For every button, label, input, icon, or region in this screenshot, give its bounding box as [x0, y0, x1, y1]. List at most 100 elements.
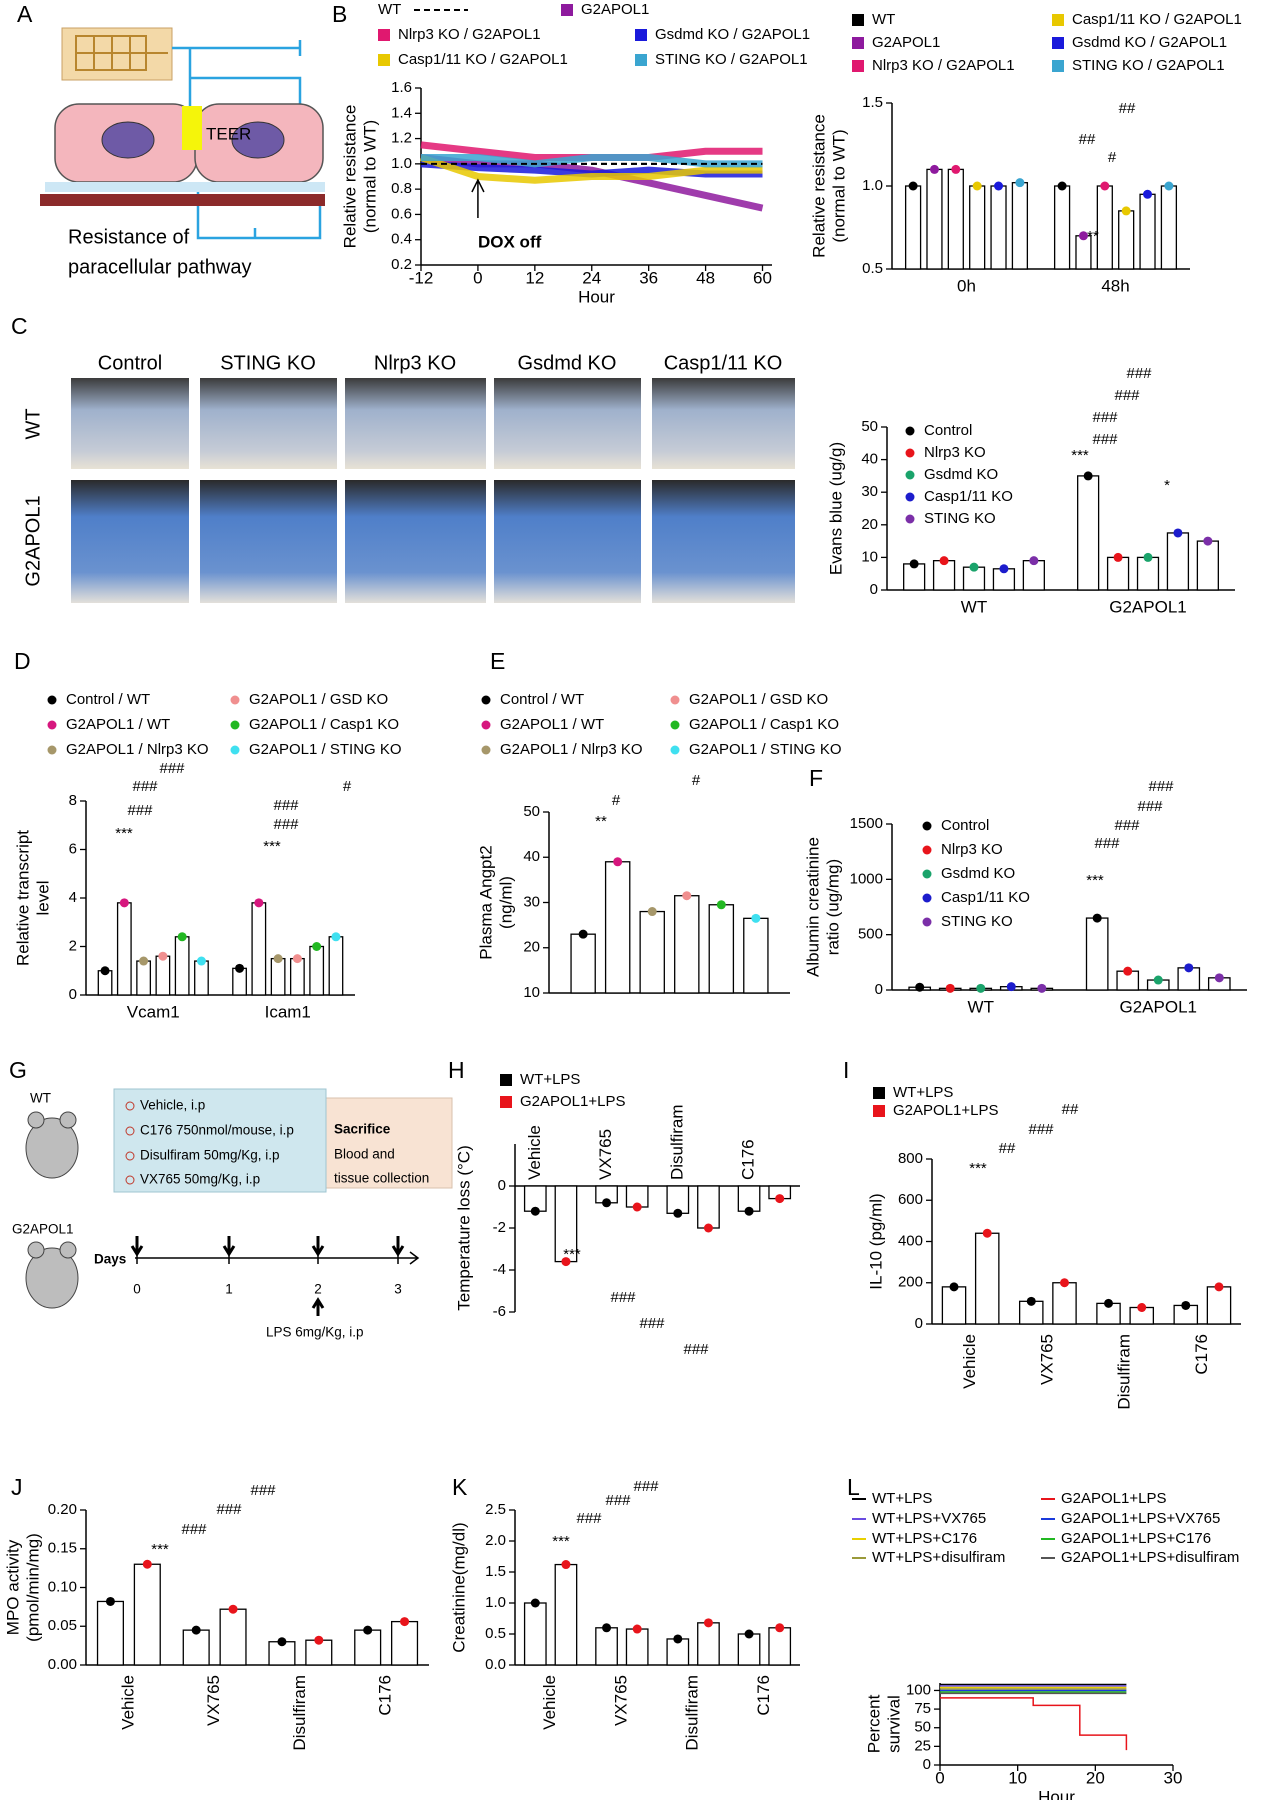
- panel-label: I: [843, 1057, 849, 1083]
- y-tick-label: 6: [69, 840, 77, 857]
- treatment: Disulfiram 50mg/Kg, i.p: [140, 1148, 280, 1163]
- bar: [639, 910, 665, 994]
- legend-label: WT: [872, 11, 895, 28]
- legend-swatch: [230, 720, 240, 730]
- column-label: STING KO: [220, 352, 316, 374]
- legend-swatch: [905, 492, 915, 502]
- bar: [182, 1629, 210, 1666]
- legend-label: G2APOL1+LPS: [1061, 1490, 1166, 1507]
- legend-label: G2APOL1 / WT: [500, 716, 604, 733]
- legend-label: WT+LPS+C176: [872, 1530, 977, 1547]
- bar: [270, 957, 286, 996]
- legend-label: G2APOL1 / Casp1 KO: [249, 716, 399, 733]
- mean-dot: [1214, 1282, 1224, 1292]
- y-axis-title: survival: [884, 1695, 903, 1753]
- bar: [625, 1628, 649, 1666]
- y-axis-title: Albumin creatinine: [803, 837, 822, 977]
- y-axis-title: Relative resistance: [809, 114, 828, 258]
- bar: [136, 960, 152, 996]
- y-tick-label: 2.5: [485, 1501, 506, 1518]
- column-label: Nlrp3 KO: [374, 352, 456, 374]
- mean-dot: [1006, 982, 1016, 992]
- panel-label: B: [332, 1, 347, 27]
- mean-dot: [682, 891, 692, 901]
- y-axis-title: MPO activity: [3, 1539, 22, 1635]
- bar: [155, 955, 171, 996]
- bar: [1085, 917, 1109, 991]
- y-tick-label: -2: [493, 1219, 506, 1236]
- mouse-ear: [59, 1111, 77, 1129]
- bar: [1077, 475, 1100, 591]
- x-tick-label: Disulfiram: [667, 1104, 686, 1180]
- y-tick-label: 10: [861, 548, 878, 565]
- photo: [652, 378, 795, 469]
- mean-dot: [1203, 536, 1213, 546]
- mean-dot: [632, 1624, 642, 1634]
- treatment: VX765 50mg/Kg, i.p: [140, 1172, 260, 1187]
- mouse-ear: [27, 1241, 45, 1259]
- y-tick-label: 800: [898, 1150, 923, 1167]
- bar: [328, 936, 344, 996]
- teer-label: TEER: [206, 124, 251, 143]
- mean-dot: [1184, 963, 1194, 973]
- y-axis-title: Relative resistance: [340, 105, 359, 249]
- annotation: ***: [151, 1541, 169, 1558]
- annotation: ***: [115, 825, 133, 842]
- axis-label: Days: [94, 1252, 126, 1267]
- mean-dot: [1153, 975, 1163, 985]
- y-tick-label: 0: [915, 1315, 923, 1332]
- annotation: ###: [605, 1492, 631, 1509]
- y-tick-label: 1500: [850, 815, 883, 832]
- legend-label: G2APOL1 / Nlrp3 KO: [500, 741, 643, 758]
- mean-dot: [1143, 189, 1153, 199]
- legend-label: G2APOL1+LPS: [893, 1102, 998, 1119]
- y-tick-label: 2.0: [485, 1532, 506, 1549]
- mean-dot: [158, 951, 168, 961]
- legend-label: Control / WT: [500, 691, 584, 708]
- mean-dot: [1100, 181, 1110, 191]
- y-axis-title: Evans blue (ug/g): [826, 442, 845, 575]
- legend-label: G2APOL1 / STING KO: [249, 741, 402, 758]
- legend-swatch: [1052, 14, 1064, 26]
- mean-dot: [142, 1559, 152, 1569]
- legend-label: STING KO: [941, 913, 1013, 930]
- mean-dot: [228, 1604, 238, 1614]
- mean-dot: [647, 907, 657, 917]
- mean-dot: [744, 1629, 754, 1639]
- legend-label: Control / WT: [66, 691, 150, 708]
- mean-dot: [100, 966, 110, 976]
- x-tick-label: 10: [1008, 1768, 1027, 1787]
- legend-swatch: [500, 1074, 512, 1086]
- annotation: **: [1087, 228, 1099, 245]
- bar: [1206, 1286, 1232, 1325]
- bullet: [125, 1175, 135, 1185]
- endpoint: tissue collection: [334, 1171, 429, 1186]
- series-line: [420, 154, 764, 212]
- photo: [71, 378, 189, 469]
- y-tick-label: 500: [858, 926, 883, 943]
- y-axis-title: (ng/ml): [496, 876, 515, 929]
- x-tick-label: C176: [376, 1675, 395, 1716]
- y-axis-title: Creatinine(mg/dl): [449, 1522, 468, 1652]
- annotation: ***: [1086, 872, 1104, 889]
- legend-swatch: [378, 54, 390, 66]
- y-axis-title: level: [33, 881, 52, 916]
- legend-label: G2APOL1 / GSD KO: [689, 691, 828, 708]
- photo: [71, 480, 189, 603]
- annotation: ###: [1137, 798, 1163, 815]
- filter: [40, 194, 325, 206]
- mean-dot: [982, 1228, 992, 1238]
- y-tick-label: 4: [69, 889, 77, 906]
- bar: [1096, 185, 1113, 270]
- mean-dot: [939, 556, 949, 566]
- mean-dot: [530, 1598, 540, 1608]
- x-tick-label: 0: [935, 1768, 944, 1787]
- x-tick-label: C176: [1192, 1334, 1211, 1375]
- annotation: ###: [683, 1341, 709, 1358]
- x-tick-label: Vehicle: [960, 1334, 979, 1389]
- mean-dot: [363, 1625, 373, 1635]
- day-ticks: [136, 1252, 399, 1264]
- day-label: 0: [133, 1282, 141, 1297]
- legend-label: Nlrp3 KO: [924, 444, 986, 461]
